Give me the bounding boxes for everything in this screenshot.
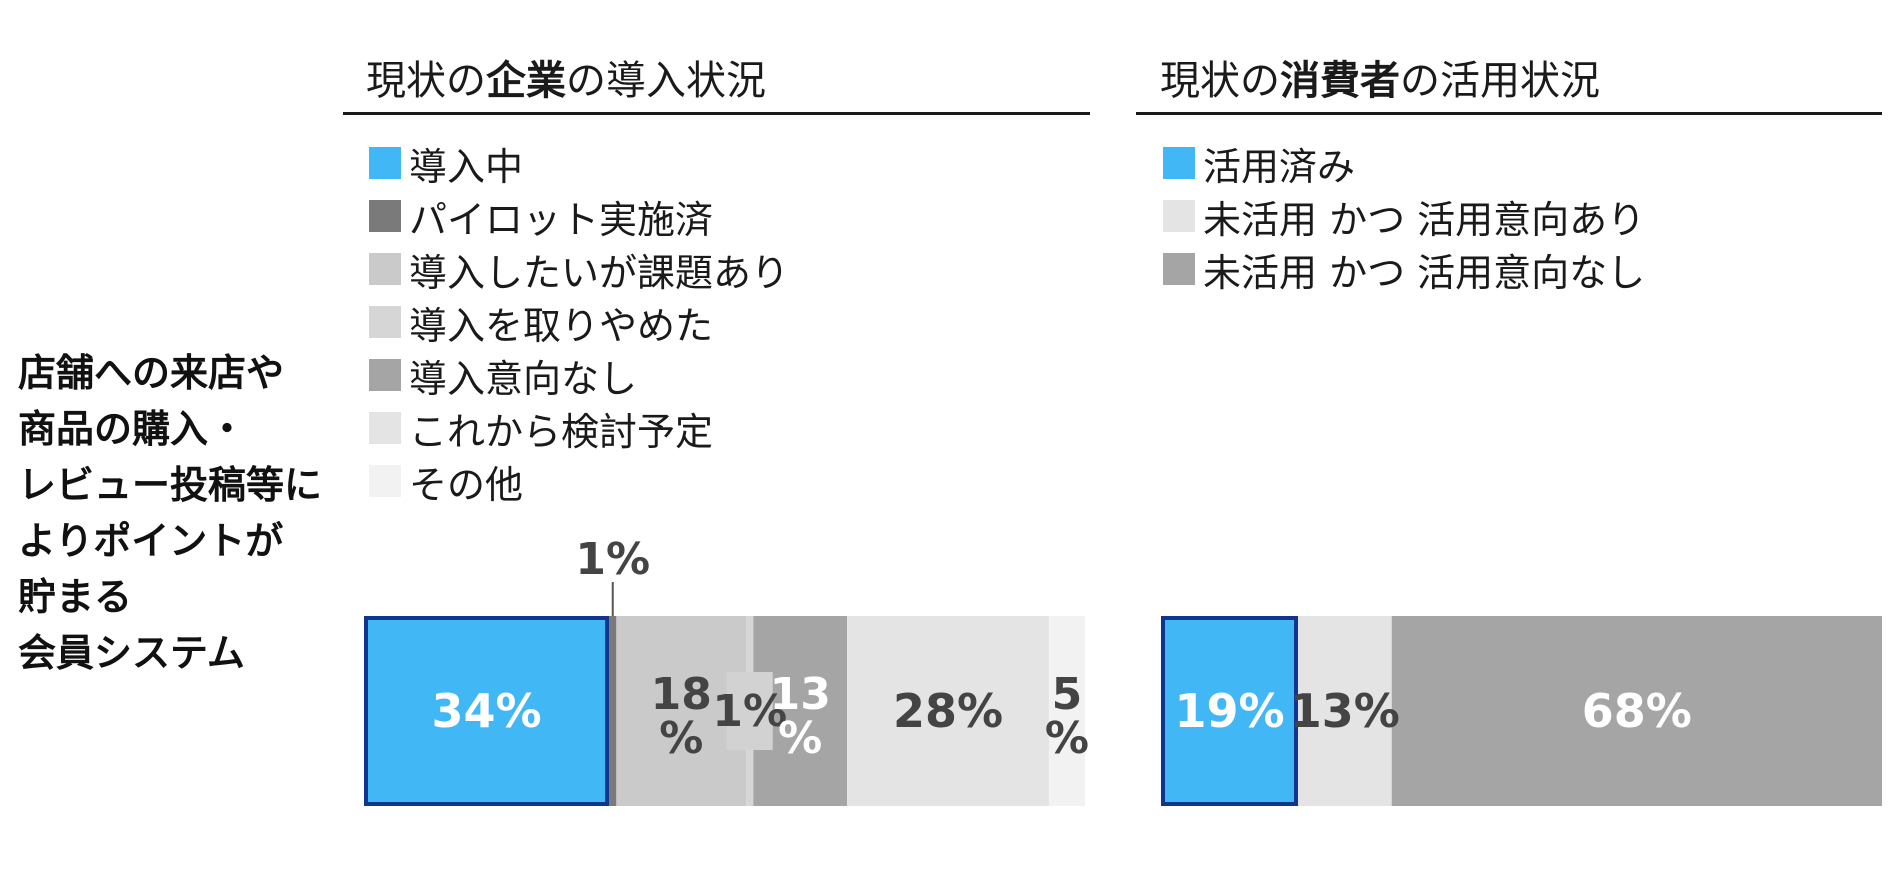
row-label-line: 店舗への来店や [18,351,285,395]
legend-item: 導入を取りやめた [369,296,713,348]
row-label: 店舗への来店や 商品の購入・ レビュー投稿等に よりポイントが 貯まる 会員シス… [18,345,348,681]
title-emphasis: 企業 [486,58,566,104]
data-label: 34% [432,684,542,738]
legend-label: 未活用 かつ 活用意向あり [1203,197,1646,242]
bar-segment [609,616,617,806]
bar-segment [616,616,747,806]
bar-segment [847,616,1049,806]
title-suffix: の導入状況 [566,58,766,104]
legend-label: 導入中 [409,144,524,189]
consumer-title-rule [1136,112,1882,115]
legend-swatch [369,465,401,497]
bar-segment [1391,616,1882,806]
consumer-panel-title: 現状の消費者の活用状況 [1160,52,1600,110]
legend-swatch [369,147,401,179]
legend-item: 未活用 かつ 活用意向なし [1163,243,1645,295]
title-suffix: の活用状況 [1400,58,1600,104]
title-emphasis: 消費者 [1280,58,1400,104]
legend-swatch [369,200,401,232]
data-label: % [1045,713,1089,764]
legend-swatch [369,306,401,338]
legend-label: 導入したいが課題あり [409,250,790,295]
legend-label: 活用済み [1203,144,1356,189]
legend-swatch [1163,200,1195,232]
legend-item: 未活用 かつ 活用意向あり [1163,190,1645,242]
row-label-line: レビュー投稿等に [18,463,323,507]
bar-segment [364,616,610,806]
legend-item: 導入中 [369,137,523,189]
data-label: % [659,713,703,764]
legend-swatch [369,359,401,391]
bar-highlight-border [364,616,610,806]
data-label: 28% [893,684,1003,738]
bar-segment [1161,616,1298,806]
legend-item: 活用済み [1163,137,1355,189]
legend-label: 導入を取りやめた [409,303,714,348]
legend-label: 未活用 かつ 活用意向なし [1203,250,1646,295]
row-label-line: よりポイントが [18,519,284,563]
data-label: 1% [712,686,787,737]
data-label: 19% [1174,684,1284,738]
data-label: % [778,713,822,764]
legend-label: これから検討予定 [409,409,714,454]
legend-swatch [369,253,401,285]
legend-item: 導入意向なし [369,349,637,401]
data-label: 13 [770,669,831,720]
data-label: 18 [651,669,712,720]
data-label: 1% [575,534,650,585]
legend-item: パイロット実施済 [369,190,713,242]
data-label: 5 [1052,669,1083,720]
legend-swatch [1163,147,1195,179]
title-prefix: 現状の [366,58,486,104]
legend-label: 導入意向なし [409,356,638,401]
title-prefix: 現状の [1160,58,1280,104]
legend-label: パイロット実施済 [409,197,714,242]
legend-item: これから検討予定 [369,402,713,454]
legend-item: 導入したいが課題あり [369,243,789,295]
company-panel-title: 現状の企業の導入状況 [366,52,766,110]
data-label: 68% [1582,684,1692,738]
row-label-line: 会員システム [18,631,245,675]
bar-highlight-border [1161,616,1298,806]
legend-swatch [369,412,401,444]
legend-item: その他 [369,455,523,507]
bar-segment [1048,616,1085,806]
company-title-rule [343,112,1090,115]
row-label-line: 貯まる [18,575,133,619]
legend-swatch [1163,253,1195,285]
bar-segment [1297,616,1392,806]
data-label: 13% [1290,684,1400,738]
data-label-box [726,672,773,750]
row-label-line: 商品の購入・ [18,407,247,451]
legend-label: その他 [409,462,524,507]
